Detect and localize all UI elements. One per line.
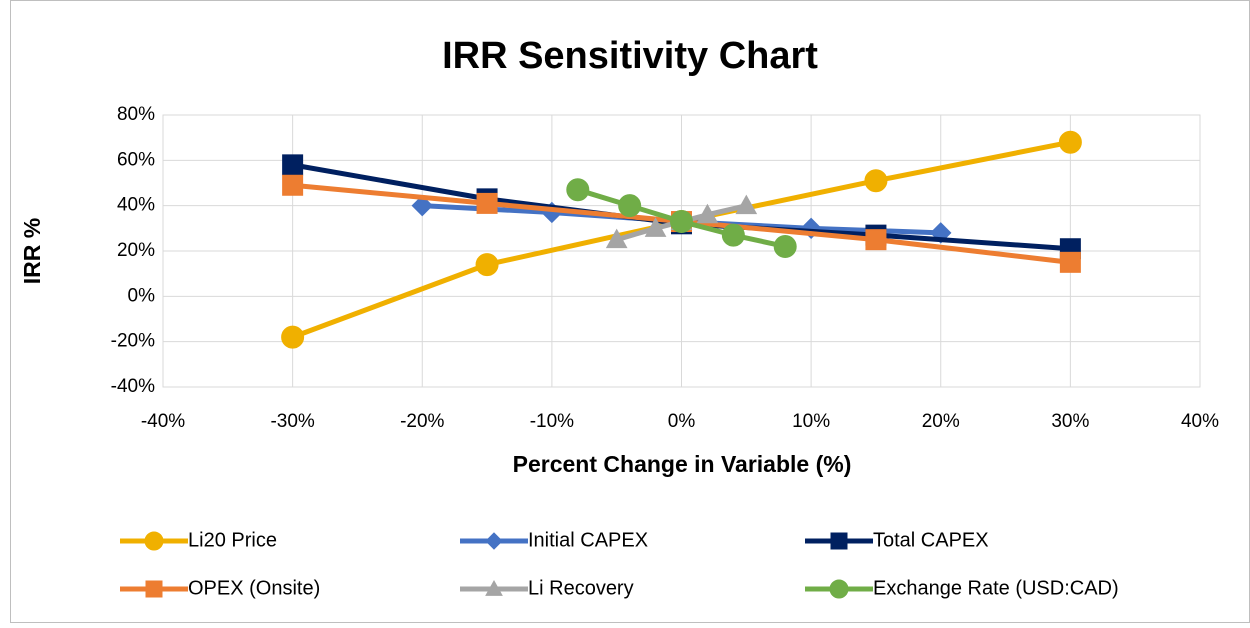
marker [282,174,304,196]
marker [696,203,719,224]
marker [282,154,304,176]
marker [721,223,745,247]
chart-title: IRR Sensitivity Chart [442,35,818,77]
y-tick-label: 20% [117,240,155,261]
x-tick-label: -40% [141,411,185,432]
y-tick-label: -20% [111,331,155,352]
x-tick-label: 40% [1181,411,1219,432]
y-axis-label: IRR % [19,218,45,284]
y-tick-label: 60% [117,149,155,170]
marker [1059,251,1081,273]
plot-border [162,114,1201,388]
y-tick-label: 80% [117,104,155,125]
marker [1058,130,1082,154]
marker [864,169,888,193]
x-tick-label: 30% [1051,411,1089,432]
marker [829,579,849,599]
marker [485,532,503,550]
legend-label: Li20 Price [188,529,277,551]
marker [735,194,758,215]
chart-border [10,0,1250,623]
marker [830,532,848,550]
marker [475,253,499,277]
x-tick-label: 0% [668,411,696,432]
marker [644,217,667,237]
legend-label: Exchange Rate (USD:CAD) [873,577,1119,599]
legend-label: Total CAPEX [873,529,989,551]
marker [144,531,164,551]
x-tick-label: -30% [270,411,314,432]
marker [605,228,628,249]
x-tick-label: 20% [922,411,960,432]
x-tick-label: -10% [530,411,574,432]
marker [411,194,433,217]
legend-label: Initial CAPEX [528,529,648,551]
x-axis-label: Percent Change in Variable (%) [513,451,852,477]
marker [670,210,693,234]
legend-label: Li Recovery [528,577,634,599]
marker [281,325,305,349]
marker [145,580,163,598]
y-tick-label: 0% [128,285,156,306]
marker [485,579,503,596]
marker [566,178,590,202]
x-tick-label: 10% [792,411,830,432]
legend-label: OPEX (Onsite) [188,577,320,599]
y-tick-label: 40% [117,195,155,216]
marker [476,192,498,214]
marker [865,229,887,251]
y-tick-label: -40% [111,376,155,397]
marker [618,194,642,218]
x-tick-label: -20% [400,411,444,432]
marker [773,234,797,258]
